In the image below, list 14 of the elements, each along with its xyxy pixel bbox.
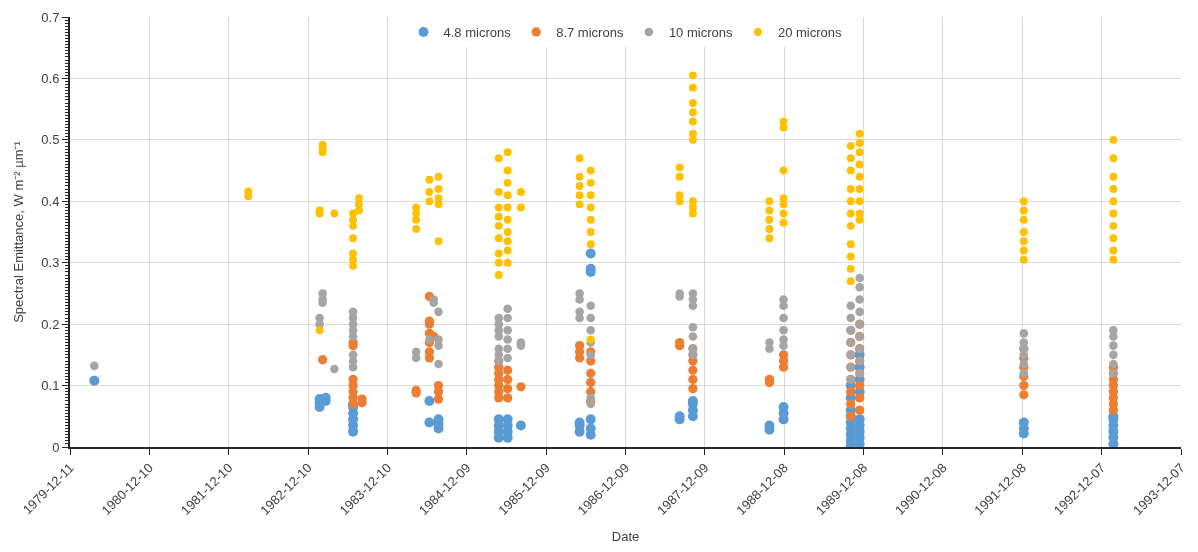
y-tick-label: 0.4 bbox=[41, 193, 60, 209]
legend-label: 4.8 microns bbox=[443, 25, 512, 41]
y-tick-label: 0.6 bbox=[41, 70, 60, 86]
y-axis-title: Spectral Emittance, W m⁻² µm⁻¹ bbox=[10, 140, 26, 323]
y-tick-label: 0.2 bbox=[41, 316, 60, 332]
y-tick-label: 0.1 bbox=[41, 378, 60, 394]
y-tick-label: 0.3 bbox=[41, 255, 60, 271]
y-tick-label: 0.5 bbox=[41, 132, 60, 148]
x-axis-title: Date bbox=[611, 528, 640, 544]
y-tick-label: 0.7 bbox=[41, 9, 60, 25]
y-tick-label: 0 bbox=[52, 439, 60, 455]
legend-label: 8.7 microns bbox=[556, 25, 624, 41]
legend-label: 10 microns bbox=[668, 25, 733, 41]
legend-label: 20 microns bbox=[777, 25, 843, 41]
